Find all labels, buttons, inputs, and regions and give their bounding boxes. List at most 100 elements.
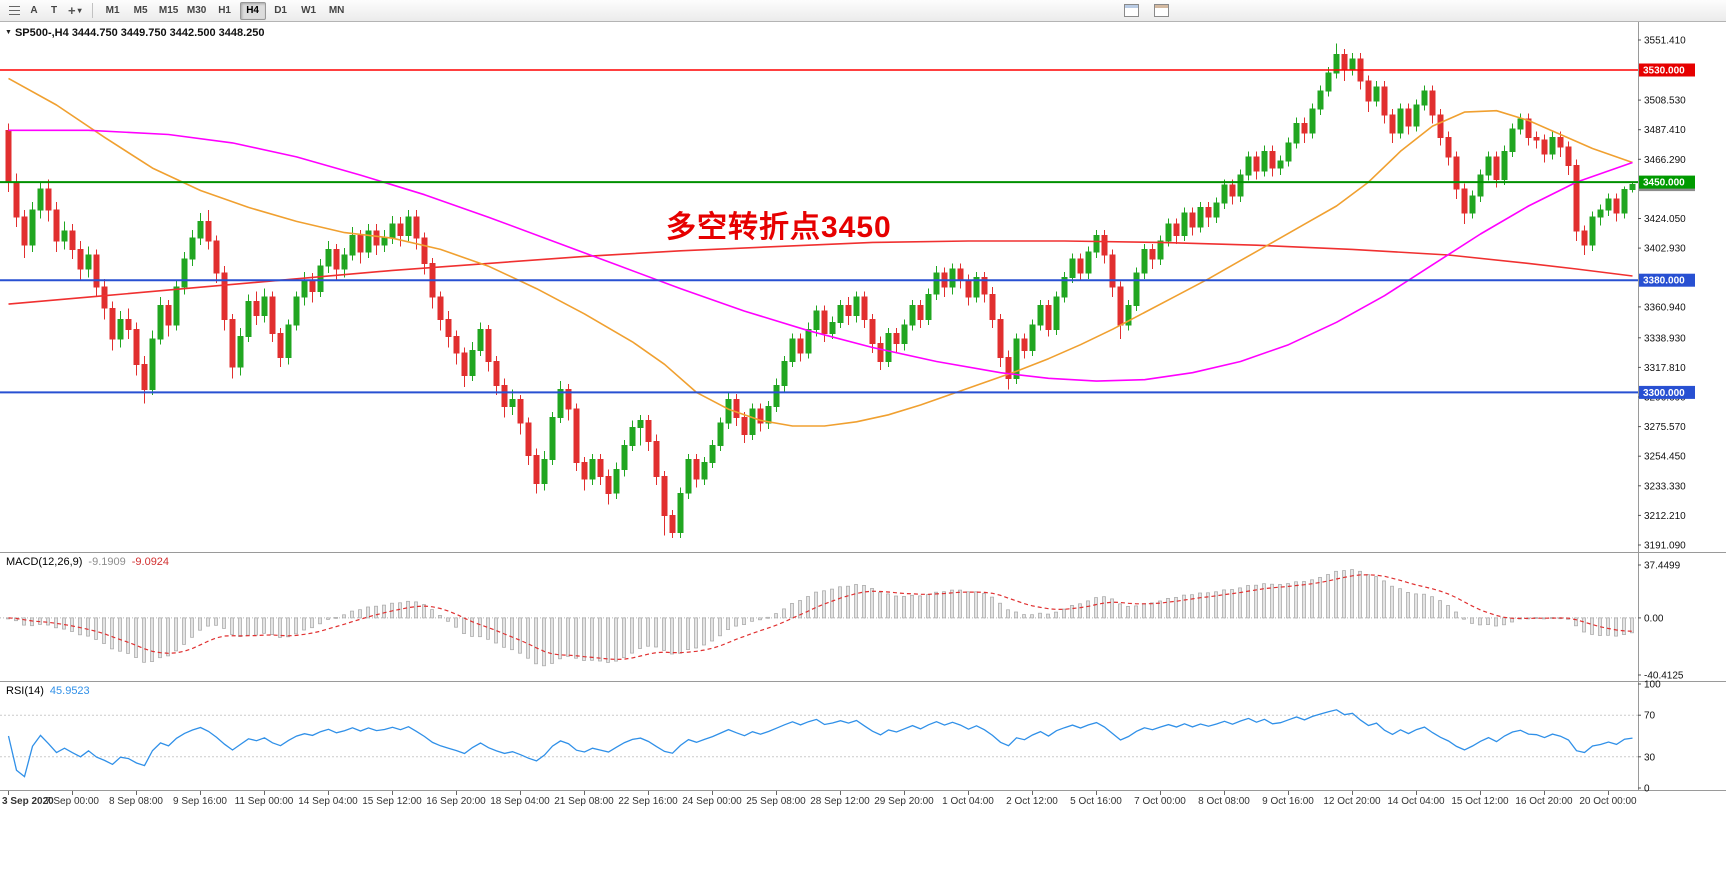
pointer-tool-button[interactable]: A [24, 2, 44, 20]
timeframe-M15[interactable]: M15 [156, 2, 182, 20]
bear-candle [1405, 108, 1412, 127]
macd-histogram-bar [1270, 583, 1274, 619]
timeframe-H1[interactable]: H1 [212, 2, 238, 20]
main-chart-plot[interactable] [5, 43, 1636, 539]
macd-histogram-bar [118, 617, 122, 652]
moving-average-red [8, 240, 1633, 305]
timeframe-M1[interactable]: M1 [100, 2, 126, 20]
bear-candle [45, 188, 52, 211]
price-axis[interactable]: 3551.410 3508.530 3487.410 3466.290 3424.050… [1638, 36, 1686, 552]
price-axis-label: 3551.410 [1644, 36, 1686, 47]
moving-average-magenta [8, 129, 1633, 382]
macd-histogram-bar [1166, 598, 1170, 619]
bull-candle [1485, 156, 1492, 176]
macd-histogram-bar [790, 603, 794, 619]
macd-histogram-bar [1486, 617, 1490, 625]
macd-histogram-bar [870, 588, 874, 619]
timeframe-W1[interactable]: W1 [296, 2, 322, 20]
macd-histogram-bar [1310, 579, 1314, 619]
macd-histogram-bar [662, 617, 666, 651]
macd-histogram-bar [262, 617, 266, 634]
timeframe-D1[interactable]: D1 [268, 2, 294, 20]
price-axis-label: 3317.810 [1644, 363, 1686, 374]
chevron-down-icon: ▾ [77, 5, 82, 15]
bull-candle [1549, 136, 1556, 155]
bear-candle [1525, 118, 1532, 138]
bull-candle [1517, 118, 1524, 130]
macd-histogram-bar [1462, 617, 1466, 620]
bull-candle [805, 328, 812, 354]
macd-histogram-bar [174, 617, 178, 652]
macd-histogram-bar [1334, 570, 1338, 619]
bear-candle [77, 248, 84, 270]
bear-candle [1109, 254, 1116, 288]
charts-list-button[interactable] [4, 2, 24, 20]
macd-axis-label: -40.4125 [1644, 671, 1684, 682]
macd-histogram-bar [1078, 603, 1082, 619]
timeframe-H4[interactable]: H4 [239, 1, 266, 20]
macd-histogram-bar [358, 609, 362, 619]
bear-candle [205, 220, 212, 242]
macd-histogram-bar [878, 592, 882, 619]
bull-candle [1029, 324, 1036, 351]
bull-candle [117, 319, 124, 340]
price-axis-label: 3338.930 [1644, 333, 1686, 344]
text-tool-button[interactable]: T [44, 2, 64, 20]
bear-candle [1229, 184, 1236, 197]
macd-histogram-bar [1086, 600, 1090, 619]
time-axis-label: 21 Sep 08:00 [554, 796, 614, 807]
macd-histogram-bar [1062, 608, 1066, 619]
macd-panel[interactable] [0, 569, 1638, 667]
timeframe-M5[interactable]: M5 [128, 2, 154, 20]
macd-histogram-bar [1302, 581, 1306, 619]
macd-histogram-bar [382, 604, 386, 619]
macd-histogram-bar [518, 617, 522, 654]
bull-candle [749, 408, 756, 435]
bull-candle [541, 459, 548, 484]
macd-histogram-bar [622, 617, 626, 659]
bull-candle [1093, 234, 1100, 253]
bull-candle [293, 296, 300, 326]
tile-windows-button[interactable] [1120, 1, 1143, 19]
macd-histogram-bar [470, 617, 474, 637]
bull-candle [589, 459, 596, 480]
bull-candle [1621, 189, 1628, 214]
macd-histogram-bar [686, 617, 690, 650]
macd-histogram-bar [1294, 581, 1298, 619]
macd-histogram-bar [1350, 569, 1354, 619]
bull-candle [813, 310, 820, 330]
macd-histogram-bar [1158, 600, 1162, 619]
time-axis-label: 16 Oct 20:00 [1515, 796, 1573, 807]
bull-candle [1397, 108, 1404, 134]
macd-histogram-bar [1438, 600, 1442, 619]
new-chart-button[interactable] [1150, 1, 1173, 19]
bull-candle [973, 276, 980, 298]
timeframe-MN[interactable]: MN [324, 2, 350, 20]
macd-histogram-bar [446, 617, 450, 622]
macd-histogram-bar [670, 617, 674, 655]
macd-histogram-bar [806, 596, 810, 619]
macd-histogram-bar [1366, 574, 1370, 619]
bear-candle [101, 286, 108, 309]
macd-histogram-bar [1022, 614, 1026, 619]
macd-histogram-bar [838, 586, 842, 619]
macd-histogram-bar [1502, 617, 1506, 626]
bear-candle [957, 268, 964, 281]
price-badge-3450.000: 3450.000 [1639, 175, 1695, 189]
macd-histogram-bar [438, 615, 442, 619]
macd-histogram-bar [862, 585, 866, 619]
crosshair-tool-button[interactable]: + ▾ [64, 2, 86, 20]
bull-candle [725, 398, 732, 424]
timeframe-M30[interactable]: M30 [184, 2, 210, 20]
macd-histogram-bar [158, 617, 162, 659]
bull-candle [285, 324, 292, 358]
macd-histogram-bar [1038, 612, 1042, 619]
bull-candle [85, 254, 92, 270]
macd-histogram-bar [494, 617, 498, 644]
rsi-panel[interactable] [0, 709, 1638, 778]
macd-histogram-bar [1398, 588, 1402, 619]
macd-histogram-bar [206, 617, 210, 627]
bull-candle [181, 258, 188, 288]
